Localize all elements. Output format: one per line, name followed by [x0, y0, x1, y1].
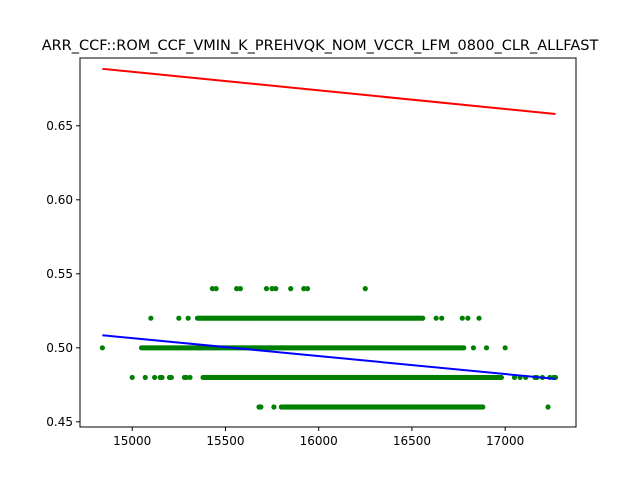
scatter-point	[213, 286, 219, 292]
scatter-point	[461, 345, 467, 351]
chart-title: ARR_CCF::ROM_CCF_VMIN_K_PREHVQK_NOM_VCCR…	[42, 38, 599, 54]
scatter-point	[183, 374, 189, 381]
trend-line	[102, 334, 556, 380]
y-tick-label: 0.50	[46, 341, 73, 355]
scatter-point	[502, 345, 508, 351]
scatter-point	[148, 315, 154, 321]
scatter-point	[288, 286, 294, 292]
scatter-point	[301, 286, 307, 292]
scatter-point	[439, 315, 445, 321]
scatter-point	[151, 374, 158, 381]
scatter-point	[483, 345, 490, 351]
scatter-point	[465, 315, 471, 321]
scatter-point	[176, 315, 182, 321]
scatter-point	[511, 374, 518, 381]
scatter-point	[498, 374, 505, 381]
scatter-point	[209, 286, 215, 292]
scatter-point	[168, 374, 174, 381]
scatter-point	[258, 404, 264, 410]
plot-frame	[79, 57, 577, 428]
x-tick-label: 16000	[300, 434, 338, 448]
x-axis-ticks: 15000 15500 16000 16500 17000	[113, 427, 524, 448]
scatter-point	[159, 374, 165, 381]
scatter-point	[433, 315, 439, 321]
scatter-point	[362, 286, 368, 292]
scatter-point	[470, 345, 477, 351]
y-tick-label: 0.60	[46, 193, 73, 207]
scatter-points	[99, 286, 559, 410]
y-tick-label: 0.65	[46, 119, 73, 133]
scatter-point	[142, 374, 148, 381]
scatter-point	[234, 286, 240, 292]
x-tick-label: 15500	[206, 434, 244, 448]
scatter-point	[263, 286, 270, 292]
scatter-point	[269, 286, 275, 292]
trend-lines	[102, 67, 556, 380]
trend-line	[102, 67, 556, 115]
x-tick-label: 16500	[393, 434, 431, 448]
scatter-point	[129, 374, 135, 381]
scatter-point	[185, 315, 191, 321]
scatter-point	[99, 345, 105, 351]
scatter-point	[273, 286, 279, 292]
scatter-point	[304, 286, 311, 292]
scatter-point	[237, 286, 243, 292]
scatter-point	[545, 404, 551, 410]
scatter-point	[420, 315, 426, 321]
scatter-point	[480, 404, 486, 410]
y-axis-ticks: 0.45 0.50 0.55 0.60 0.65	[46, 119, 80, 429]
x-tick-label: 17000	[486, 434, 524, 448]
y-tick-label: 0.55	[46, 267, 73, 281]
y-tick-label: 0.45	[46, 415, 73, 429]
scatter-point	[187, 374, 193, 381]
x-tick-label: 15000	[113, 434, 151, 448]
scatter-point	[476, 315, 482, 321]
scatter-point	[459, 315, 465, 321]
scatter-point	[271, 404, 277, 410]
